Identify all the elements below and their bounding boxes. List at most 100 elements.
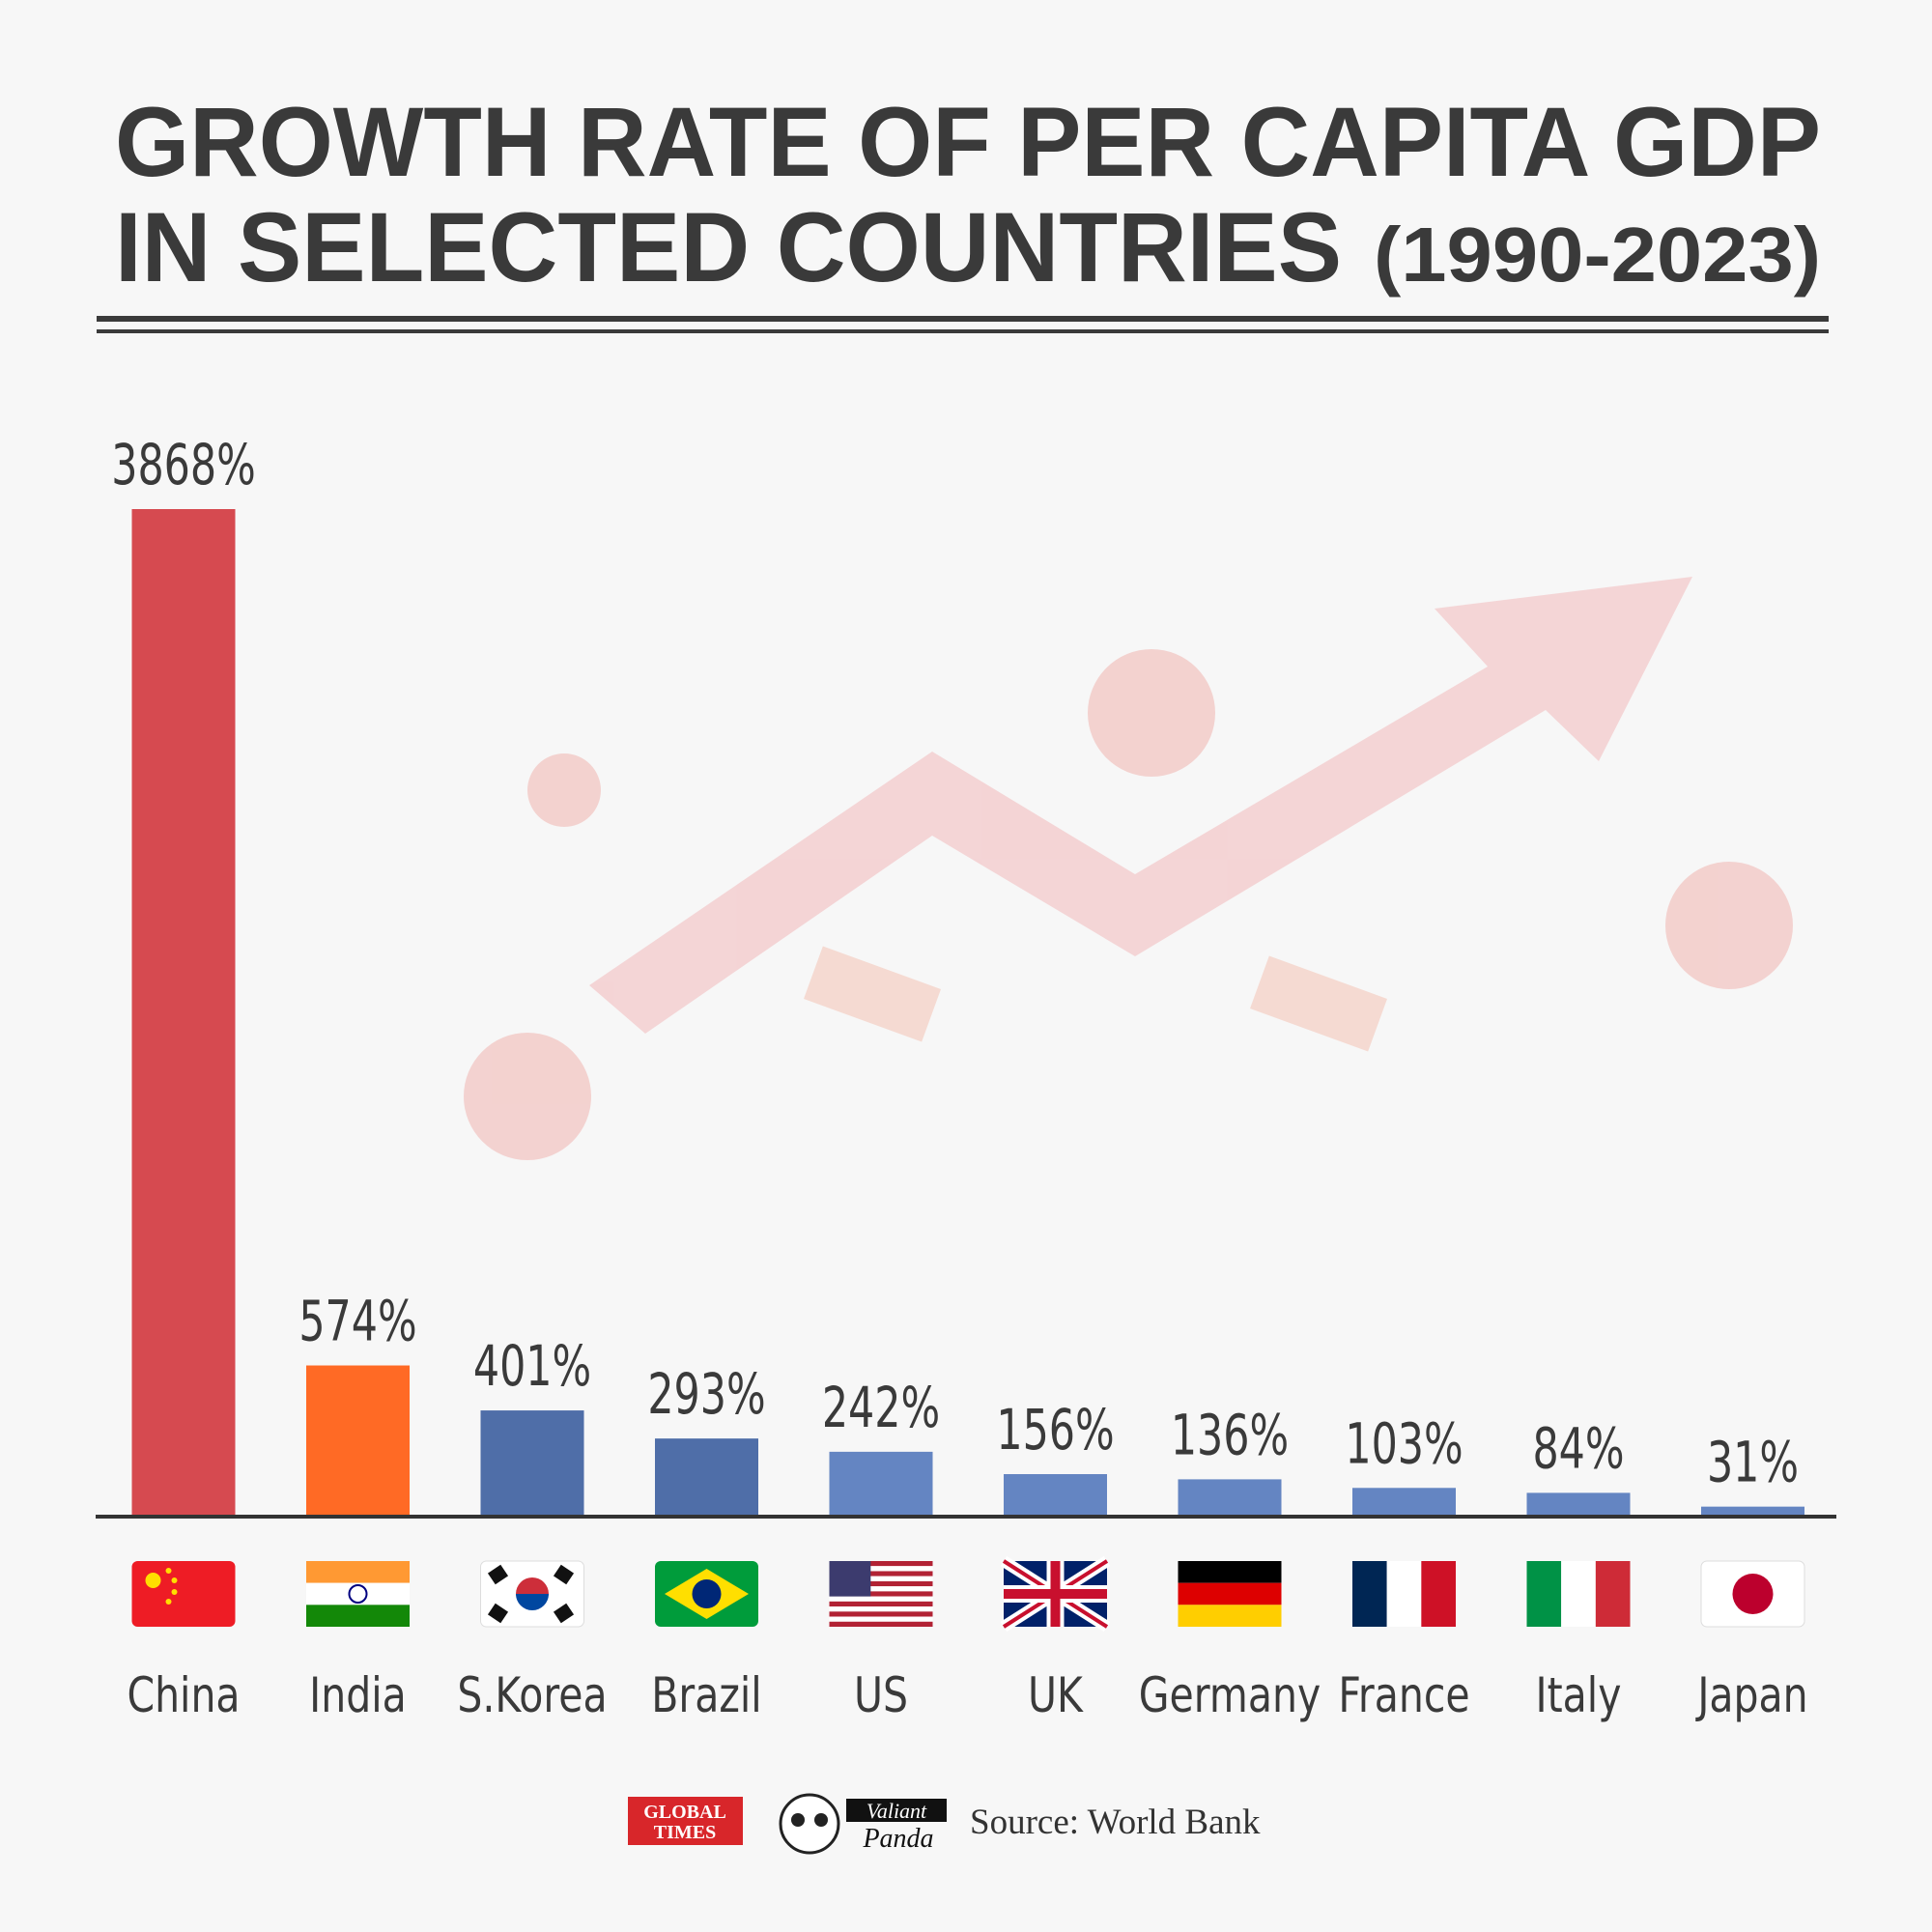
logo-panda — [814, 1813, 828, 1827]
x-tick-label: France — [1338, 1667, 1469, 1723]
flag-stripe — [829, 1576, 933, 1581]
flag-taeguk — [516, 1577, 549, 1594]
flag — [655, 1561, 758, 1627]
flag-star — [165, 1599, 172, 1605]
bar — [829, 1451, 933, 1515]
flag — [1700, 1560, 1805, 1628]
x-tick-label: S.Korea — [457, 1667, 607, 1723]
flag-chakra — [348, 1584, 368, 1604]
flag-stripe — [1178, 1582, 1282, 1605]
logo-panda — [791, 1813, 805, 1827]
rule — [97, 329, 1829, 333]
flag-cross — [1004, 1561, 1107, 1627]
flag-stripe — [829, 1606, 933, 1612]
flag-sun — [1732, 1574, 1774, 1614]
flag — [131, 1561, 236, 1627]
value-label: 84% — [1532, 1416, 1624, 1482]
bar — [1178, 1479, 1282, 1515]
x-tick-label: Japan — [1695, 1667, 1808, 1723]
flag-canton — [829, 1561, 871, 1597]
bar — [1526, 1492, 1631, 1515]
flag — [480, 1560, 584, 1628]
bar — [655, 1438, 758, 1515]
value-label: 293% — [647, 1362, 765, 1428]
logo-panda — [779, 1793, 840, 1855]
logo-box — [846, 1799, 947, 1822]
flag-stripe — [829, 1596, 933, 1602]
flag-trigram — [487, 1564, 509, 1585]
flag-globe — [692, 1579, 722, 1608]
flag-stripe — [1178, 1605, 1282, 1627]
source: Source: World Bank — [970, 1803, 1261, 1842]
bar — [1352, 1488, 1456, 1515]
flag-trigram — [553, 1603, 575, 1624]
x-tick-label: China — [127, 1667, 240, 1723]
flag-stripe — [829, 1566, 933, 1572]
value-label: 242% — [822, 1375, 940, 1440]
chart-period: (1990-2023) — [1374, 212, 1821, 298]
x-tick-label: US — [854, 1667, 908, 1723]
flag-stripe — [1421, 1561, 1456, 1627]
flag-stripe — [829, 1616, 933, 1622]
value-label: 103% — [1345, 1411, 1463, 1477]
x-tick-label: Germany — [1139, 1667, 1321, 1723]
flag-star — [171, 1577, 178, 1583]
flag — [1000, 1555, 1111, 1633]
flag-stripe — [306, 1605, 410, 1627]
bar — [306, 1365, 410, 1515]
logo-global-times — [628, 1797, 743, 1845]
x-tick-label: Italy — [1536, 1667, 1622, 1723]
flag-stripe — [306, 1561, 410, 1583]
flag — [1526, 1561, 1631, 1627]
flag-stripe — [829, 1580, 933, 1587]
flag-trigram — [553, 1564, 575, 1585]
logo-text: Panda — [862, 1824, 933, 1854]
flag — [1352, 1561, 1456, 1627]
flag-stripe — [829, 1586, 933, 1592]
bar — [1701, 1506, 1804, 1515]
value-label: 3868% — [111, 432, 255, 497]
flag-taeguk — [516, 1594, 549, 1610]
flag-stripe — [1561, 1561, 1596, 1627]
flag-star — [171, 1589, 178, 1595]
flag-star — [165, 1568, 172, 1574]
value-label: 574% — [298, 1289, 416, 1354]
x-tick-label: Brazil — [651, 1667, 761, 1723]
x-tick-label: UK — [1028, 1667, 1084, 1723]
decoration — [464, 577, 1793, 1160]
flag-stripe — [1352, 1561, 1387, 1627]
flag-stripe — [829, 1601, 933, 1607]
logo-text: GLOBAL — [643, 1802, 726, 1823]
flag-stripe — [1595, 1561, 1631, 1627]
rule — [97, 316, 1829, 322]
flag-stripe — [829, 1571, 933, 1577]
flag-star — [145, 1573, 161, 1588]
bar — [1004, 1474, 1107, 1515]
chart-title: IN SELECTED COUNTRIES — [115, 192, 1342, 302]
value-label: 156% — [996, 1397, 1114, 1463]
flag-stripe — [306, 1582, 410, 1605]
flag-trigram — [487, 1603, 509, 1624]
flag-stripe — [829, 1621, 933, 1627]
logo-text: TIMES — [654, 1822, 716, 1843]
flag-field — [131, 1561, 236, 1627]
flag-stripe — [829, 1561, 933, 1567]
flag — [829, 1561, 933, 1627]
flag-stripe — [1526, 1561, 1562, 1627]
flag-stripe — [1178, 1561, 1282, 1583]
baseline — [96, 1515, 1836, 1519]
flag — [306, 1561, 410, 1627]
flag-stripe — [829, 1611, 933, 1617]
bar — [131, 509, 236, 1515]
logo-text: Valiant — [867, 1799, 927, 1823]
flag-stripe — [829, 1591, 933, 1597]
value-label: 136% — [1171, 1403, 1289, 1468]
value-label: 401% — [473, 1333, 591, 1399]
flag-stripe — [1386, 1561, 1422, 1627]
flag — [1178, 1561, 1282, 1627]
bar — [480, 1410, 584, 1515]
value-label: 31% — [1707, 1430, 1799, 1495]
x-tick-label: India — [309, 1667, 407, 1723]
